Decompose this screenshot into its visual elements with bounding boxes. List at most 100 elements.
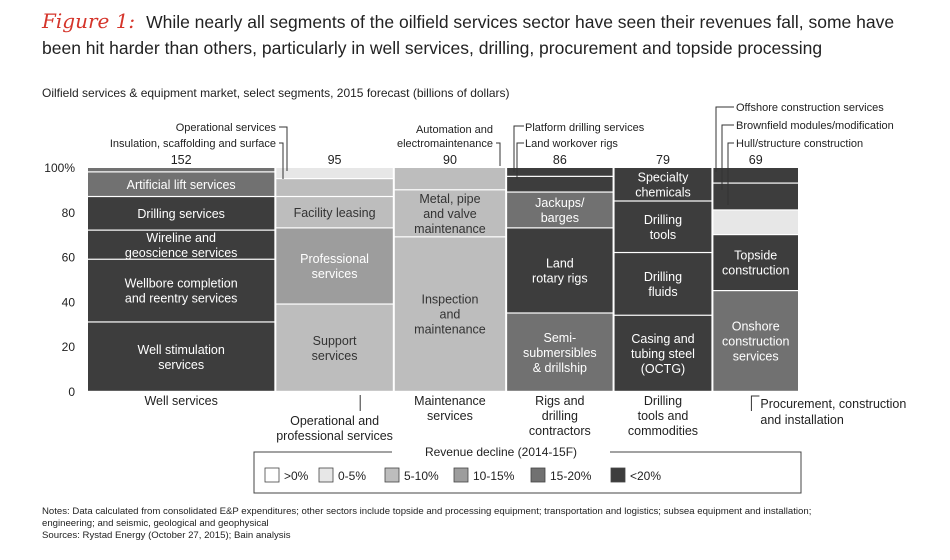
bar-segment (614, 201, 712, 252)
callout-label: Automation and electromaintenance (397, 124, 493, 150)
column-label: Maintenance services (414, 394, 486, 423)
bar-segment (614, 253, 712, 315)
callout-label: Hull/structure construction (736, 138, 863, 150)
chart-subtitle: Oilfield services & equipment market, se… (42, 86, 510, 100)
legend-label: >0% (284, 469, 309, 483)
column-total: 69 (749, 153, 763, 167)
bar-segment (614, 168, 712, 201)
notes-line: Notes: Data calculated from consolidated… (42, 506, 812, 517)
segment-label: Topside construction (722, 249, 789, 278)
segment-label: Facility leasing (294, 206, 376, 220)
y-tick-label: 60 (62, 251, 76, 265)
column-label: Procurement, construction and installatio… (760, 397, 906, 427)
bar-segment (276, 228, 393, 304)
figure-label: Figure 1: (42, 9, 136, 33)
column-total: 95 (328, 153, 342, 167)
bar-segment (276, 304, 393, 391)
bar-segment (394, 237, 506, 391)
segment-label: Drilling services (137, 207, 225, 221)
chart-notes: Notes: Data calculated from consolidated… (42, 506, 922, 542)
bar-segment (88, 230, 275, 259)
callout-label: Land workover rigs (525, 138, 618, 150)
bar-segment (507, 192, 613, 228)
column-total: 152 (171, 153, 192, 167)
bar-segment (88, 172, 275, 196)
column-total: 86 (553, 153, 567, 167)
callout-leader (279, 142, 284, 179)
bar-segment (713, 168, 798, 183)
callout-leader (721, 124, 734, 190)
figure-title: While nearly all segments of the oilfiel… (42, 12, 895, 58)
bar-segment (713, 291, 798, 391)
bar-segment (507, 176, 613, 192)
column-label: Well services (144, 394, 217, 408)
figure-header: Figure 1: While nearly all segments of t… (42, 8, 922, 61)
callout-label: Brownfield modules/modification (736, 120, 894, 132)
legend-swatch (610, 467, 626, 483)
segment-label: Jackups/barges (535, 196, 585, 225)
segment-label: Casing and tubing steel (OCTG) (631, 332, 695, 376)
notes-line: engineering; and seismic, geological and… (42, 518, 269, 529)
bar-segment (88, 168, 275, 172)
callout-leader (715, 106, 734, 172)
bar-segment (276, 197, 393, 228)
segment-label: Drilling fluids (644, 270, 682, 299)
segment-label: Well stimulation services (138, 343, 225, 372)
sources-line: Sources: Rystad Energy (October 27, 2015… (42, 530, 291, 541)
column-total: 90 (443, 153, 457, 167)
column-label: Operational and professional services (276, 414, 393, 443)
bar-segment (88, 197, 275, 230)
legend-swatch (453, 467, 469, 483)
legend-label: <20% (630, 469, 661, 483)
bar-segment (713, 235, 798, 290)
bar-segment (507, 313, 613, 391)
legend-label: 10-15% (473, 469, 515, 483)
segment-label: Support services (312, 334, 358, 363)
marimekko-chart: 0 20 40 60 80 100% Well stimulation services Wel… (44, 102, 906, 494)
bar-segment (713, 183, 798, 210)
legend-label: 5-10% (404, 469, 439, 483)
legend-label: 0-5% (338, 469, 366, 483)
bar-segment (88, 322, 275, 391)
callout-leader (750, 395, 760, 411)
y-tick-label: 0 (68, 385, 75, 399)
y-tick-label: 40 (62, 295, 76, 309)
segment-label: Drilling tools (644, 213, 682, 242)
segment-label: Semi-submersibles & drillship (523, 331, 597, 375)
y-tick-label: 20 (62, 340, 76, 354)
legend-title-mask (392, 445, 610, 459)
legend-swatch (318, 467, 334, 483)
segment-label: Professional services (300, 252, 369, 281)
column-label: Drilling tools and commodities (628, 394, 698, 438)
bar-segment (507, 168, 613, 176)
segment-label: Land rotary rigs (532, 257, 588, 286)
legend-title: Revenue decline (2014-15F) (425, 445, 577, 459)
callout-label: Offshore construction services (736, 102, 884, 114)
legend-swatch (264, 467, 280, 483)
column-label: Rigs and drilling contractors (529, 394, 591, 438)
y-tick-label: 80 (62, 206, 76, 220)
callout-leader (516, 142, 524, 179)
callout-leader (496, 142, 501, 166)
callout-leader (727, 142, 734, 205)
bar-segment (88, 259, 275, 322)
legend-swatch (530, 467, 546, 483)
callout-label: Platform drilling services (525, 122, 645, 134)
bar-segment (276, 179, 393, 196)
column-total: 79 (656, 153, 670, 167)
segment-label: Specialty chemicals (635, 170, 691, 199)
segment-label: Onshore construction services (722, 320, 789, 364)
callout-leader (279, 126, 288, 171)
segment-label: Artificial lift services (127, 178, 236, 192)
bar-segment (276, 168, 393, 178)
bar-segment (713, 210, 798, 234)
segment-label: Metal, pipe and valve maintenance (414, 192, 486, 236)
bar-segment (394, 190, 506, 237)
callout-label: Operational services (176, 122, 277, 134)
segment-label: Wireline and geoscience services (125, 231, 238, 260)
callout-label: Insulation, scaffolding and surface (110, 138, 276, 150)
bar-segment (507, 228, 613, 313)
bar-segment (614, 315, 712, 391)
callout-leader (513, 125, 524, 172)
